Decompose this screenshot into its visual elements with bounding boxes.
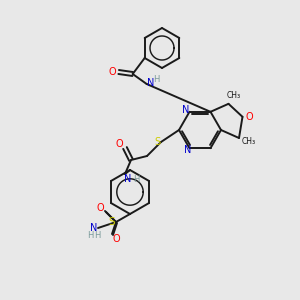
- Text: N: N: [147, 78, 154, 88]
- Text: H: H: [87, 232, 93, 241]
- Text: O: O: [115, 139, 123, 149]
- Text: O: O: [112, 234, 120, 244]
- Text: N: N: [182, 105, 189, 115]
- Text: N: N: [184, 145, 191, 155]
- Text: S: S: [109, 217, 115, 227]
- Text: H: H: [154, 74, 160, 83]
- Text: S: S: [154, 137, 160, 147]
- Text: N: N: [124, 174, 132, 184]
- Text: N: N: [90, 223, 98, 233]
- Text: O: O: [109, 67, 116, 77]
- Text: CH₃: CH₃: [242, 137, 256, 146]
- Text: O: O: [96, 203, 104, 213]
- Text: H: H: [133, 175, 139, 184]
- Text: H: H: [94, 232, 100, 241]
- Text: CH₃: CH₃: [226, 91, 241, 100]
- Text: O: O: [246, 112, 253, 122]
